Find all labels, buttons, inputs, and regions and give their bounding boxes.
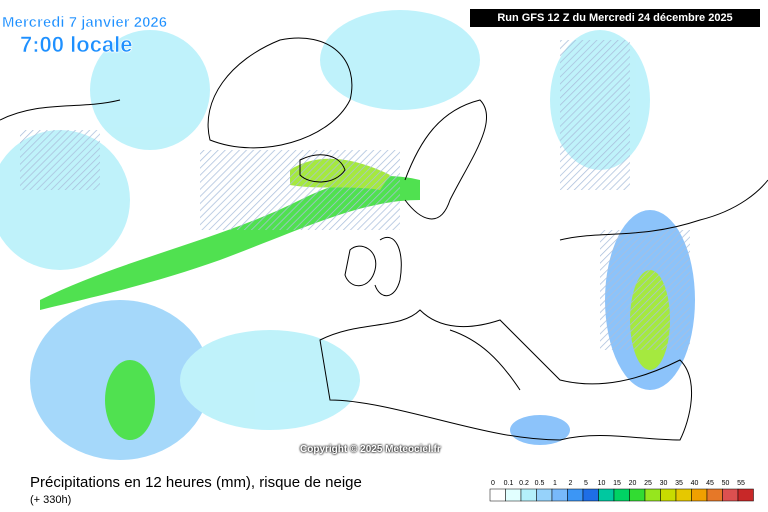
legend-swatch — [644, 488, 661, 502]
date: Mercredi 7 janvier 2026 — [2, 14, 168, 32]
legend-label: 10 — [598, 480, 606, 487]
legend-label: 1 — [553, 480, 557, 487]
legend-swatch — [567, 488, 584, 502]
legend-label: 0.1 — [504, 480, 514, 487]
legend-swatch — [675, 488, 692, 502]
legend-swatch — [629, 488, 646, 502]
precip — [0, 10, 695, 460]
legend-label: 30 — [660, 480, 668, 487]
legend-swatch — [489, 488, 506, 502]
legend: 0 0.1 0.2 0.5 1 2 5 10 15 20 25 30 35 40 45 50 55 — [489, 480, 754, 502]
legend-label: 50 — [722, 480, 730, 487]
legend-swatch — [505, 488, 522, 502]
legend-swatch — [582, 488, 599, 502]
coastlines — [0, 37, 768, 441]
footer-lead: (+ 330h) — [30, 494, 72, 506]
copyright: Copyright © 2025 Meteociel.fr — [300, 444, 441, 455]
legend-swatch — [598, 488, 615, 502]
legend-label: 40 — [691, 480, 699, 487]
run-info: Run GFS 12 Z du Mercredi 24 décembre 202… — [470, 9, 760, 27]
legend-label: 5 — [584, 480, 588, 487]
footer-title: Précipitations en 12 heures (mm), risque… — [30, 474, 362, 491]
legend-swatch — [722, 488, 739, 502]
legend-label: 0.5 — [535, 480, 545, 487]
legend-label: 0 — [491, 480, 495, 487]
legend-label: 55 — [737, 480, 745, 487]
legend-label: 15 — [613, 480, 621, 487]
legend-label: 35 — [675, 480, 683, 487]
time: 7:00 locale — [20, 32, 133, 58]
legend-swatch — [706, 488, 723, 502]
legend-label: 25 — [644, 480, 652, 487]
legend-swatch — [737, 488, 754, 502]
legend-label: 20 — [629, 480, 637, 487]
legend-swatch — [551, 488, 568, 502]
legend-swatch — [613, 488, 630, 502]
legend-swatch — [520, 488, 537, 502]
legend-swatch — [660, 488, 677, 502]
legend-swatch — [536, 488, 553, 502]
legend-swatch — [691, 488, 708, 502]
legend-label: 2 — [569, 480, 573, 487]
legend-label: 45 — [706, 480, 714, 487]
legend-label: 0.2 — [519, 480, 529, 487]
